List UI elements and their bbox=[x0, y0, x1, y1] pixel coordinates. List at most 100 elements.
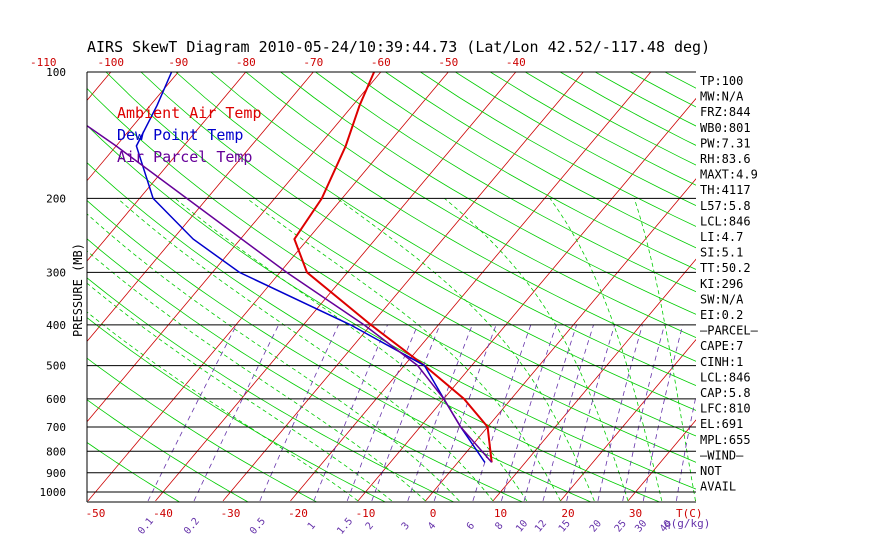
isotherm-line bbox=[357, 97, 696, 502]
mixing-ratio-tick-label: 0.5 bbox=[248, 516, 268, 537]
frame-layer bbox=[86, 71, 696, 503]
mixing-ratio-tick-label: 1.5 bbox=[335, 516, 355, 537]
stability-index-item: MW:N/A bbox=[700, 90, 744, 104]
moist-adiabat-line bbox=[87, 311, 359, 502]
stability-index-item: LFC:810 bbox=[700, 402, 751, 416]
mixing-ratio-line bbox=[147, 324, 237, 502]
top-temp-tick-label: -80 bbox=[236, 56, 256, 69]
stability-index-item: EI:0.2 bbox=[700, 308, 743, 322]
stability-index-item: AVAIL bbox=[700, 480, 736, 494]
stability-index-item: LI:4.7 bbox=[700, 230, 743, 244]
series-line bbox=[87, 124, 493, 463]
dry-adiabat-line bbox=[455, 72, 696, 207]
dry-adiabat-line bbox=[385, 72, 696, 249]
isotherm-line bbox=[560, 338, 696, 502]
stability-index-item: PW:7.31 bbox=[700, 136, 751, 150]
mixing-ratio-tick-label: 15 bbox=[557, 518, 573, 534]
dry-adiabat-line bbox=[105, 72, 696, 437]
legend: Ambient Air Temp Dew Point Temp Air Parcel… bbox=[117, 104, 262, 166]
mixing-ratio-line bbox=[501, 324, 557, 502]
pressure-tick-label: 500 bbox=[46, 360, 66, 373]
mixing-ratio-line bbox=[676, 394, 696, 501]
stability-index-item: –WIND– bbox=[700, 448, 744, 462]
stability-index-item: CAP:5.8 bbox=[700, 386, 751, 400]
stability-index-item: TT:50.2 bbox=[700, 261, 751, 275]
stability-index-item: MPL:655 bbox=[700, 433, 751, 447]
mixing-ratio-tick-label: 4 bbox=[426, 521, 438, 533]
moist-adiabat-line bbox=[174, 198, 528, 502]
bottom-temp-tick-label: -50 bbox=[86, 507, 106, 520]
top-temp-tick-label: -50 bbox=[438, 56, 458, 69]
pressure-tick-label: 600 bbox=[46, 393, 66, 406]
stability-index-item: CINH:1 bbox=[700, 355, 743, 369]
stability-index-item: NOT bbox=[700, 464, 722, 478]
mixing-ratio-line bbox=[193, 324, 279, 502]
mixing-ratio-tick-label: 6 bbox=[465, 521, 477, 533]
top-temp-tick-label: -70 bbox=[303, 56, 323, 69]
mixing-ratio-line bbox=[566, 324, 615, 501]
isotherm-line bbox=[87, 72, 382, 423]
mixing-ratio-tick-label: 3 bbox=[400, 521, 412, 533]
top-temp-tick-label: -100 bbox=[98, 56, 125, 69]
mixing-ratio-line bbox=[542, 324, 594, 502]
bottom-temp-tick-label: -30 bbox=[221, 507, 241, 520]
dry-adiabat-line bbox=[315, 72, 696, 293]
isotherm-line bbox=[87, 72, 314, 343]
mixing-ratio-tick-label: 8 bbox=[493, 521, 505, 533]
series-line bbox=[293, 72, 493, 463]
moist-adiabat-line bbox=[117, 198, 494, 502]
top-temp-tick-label: -90 bbox=[168, 56, 188, 69]
mixing-ratio-line bbox=[313, 324, 388, 502]
x-axis-label: T(C) bbox=[676, 507, 703, 520]
legend-item: Ambient Air Temp bbox=[117, 104, 262, 122]
mixing-ratio-tick-label: 10 bbox=[514, 518, 530, 534]
dry-adiabat-line bbox=[280, 72, 696, 315]
bottom-temp-tick-label: -10 bbox=[356, 507, 376, 520]
isotherm-line bbox=[222, 72, 584, 502]
mixing-ratio-line bbox=[622, 324, 665, 501]
stability-index-item: –PARCEL– bbox=[700, 324, 759, 338]
mixing-ratio-line bbox=[371, 324, 441, 502]
moist-adiabat-line bbox=[87, 250, 426, 502]
stability-index-item: WB0:801 bbox=[700, 121, 751, 135]
isotherm-line bbox=[87, 72, 247, 262]
mixing-ratio-tick-label: 20 bbox=[588, 518, 604, 534]
stability-index-item: L57:5.8 bbox=[700, 199, 751, 213]
y-axis-label: PRESSURE (MB) bbox=[71, 243, 85, 337]
dry-adiabat-line bbox=[87, 199, 592, 502]
bottom-temp-tick-label: 20 bbox=[561, 507, 574, 520]
legend-item: Dew Point Temp bbox=[117, 126, 243, 144]
bottom-temp-tick-label: 0 bbox=[430, 507, 437, 520]
moist-adiabat-line bbox=[633, 198, 696, 501]
top-temp-tick-label: -60 bbox=[371, 56, 391, 69]
stability-index-item: SI:5.1 bbox=[700, 246, 743, 260]
isotherm-line bbox=[763, 63, 870, 501]
mixing-ratio-line bbox=[597, 324, 643, 501]
dry-adiabat-line bbox=[245, 72, 696, 339]
pressure-tick-label: 1000 bbox=[40, 486, 67, 499]
moist-adiabat-line bbox=[336, 198, 595, 502]
stability-index-item: MAXT:4.9 bbox=[700, 168, 758, 182]
top-temp-tick-label: -110 bbox=[30, 56, 57, 69]
moist-adiabat-line bbox=[87, 213, 460, 502]
bottom-temp-tick-label: 30 bbox=[629, 507, 642, 520]
stability-index-item: CAPE:7 bbox=[700, 339, 743, 353]
stability-index-item: SW:N/A bbox=[700, 292, 744, 306]
isotherm-line bbox=[87, 72, 112, 101]
mixing-ratio-tick-label: 1 bbox=[306, 521, 318, 533]
isotherm-line bbox=[290, 72, 652, 502]
pressure-tick-label: 700 bbox=[46, 421, 66, 434]
mixing-ratio-axis-label: q(g/kg) bbox=[664, 517, 710, 530]
pressure-tick-label: 900 bbox=[46, 467, 66, 480]
stability-index-item: TH:4117 bbox=[700, 183, 751, 197]
bottom-temp-tick-label: -40 bbox=[153, 507, 173, 520]
stability-index-item: RH:83.6 bbox=[700, 152, 751, 166]
mixing-ratio-tick-label: 30 bbox=[633, 518, 649, 534]
dry-adiabat-line bbox=[490, 72, 696, 186]
dry-adiabat-line bbox=[140, 72, 696, 411]
isotherm-line bbox=[0, 63, 51, 501]
bottom-temp-tick-label: 10 bbox=[494, 507, 507, 520]
isotherm-line bbox=[155, 72, 517, 502]
